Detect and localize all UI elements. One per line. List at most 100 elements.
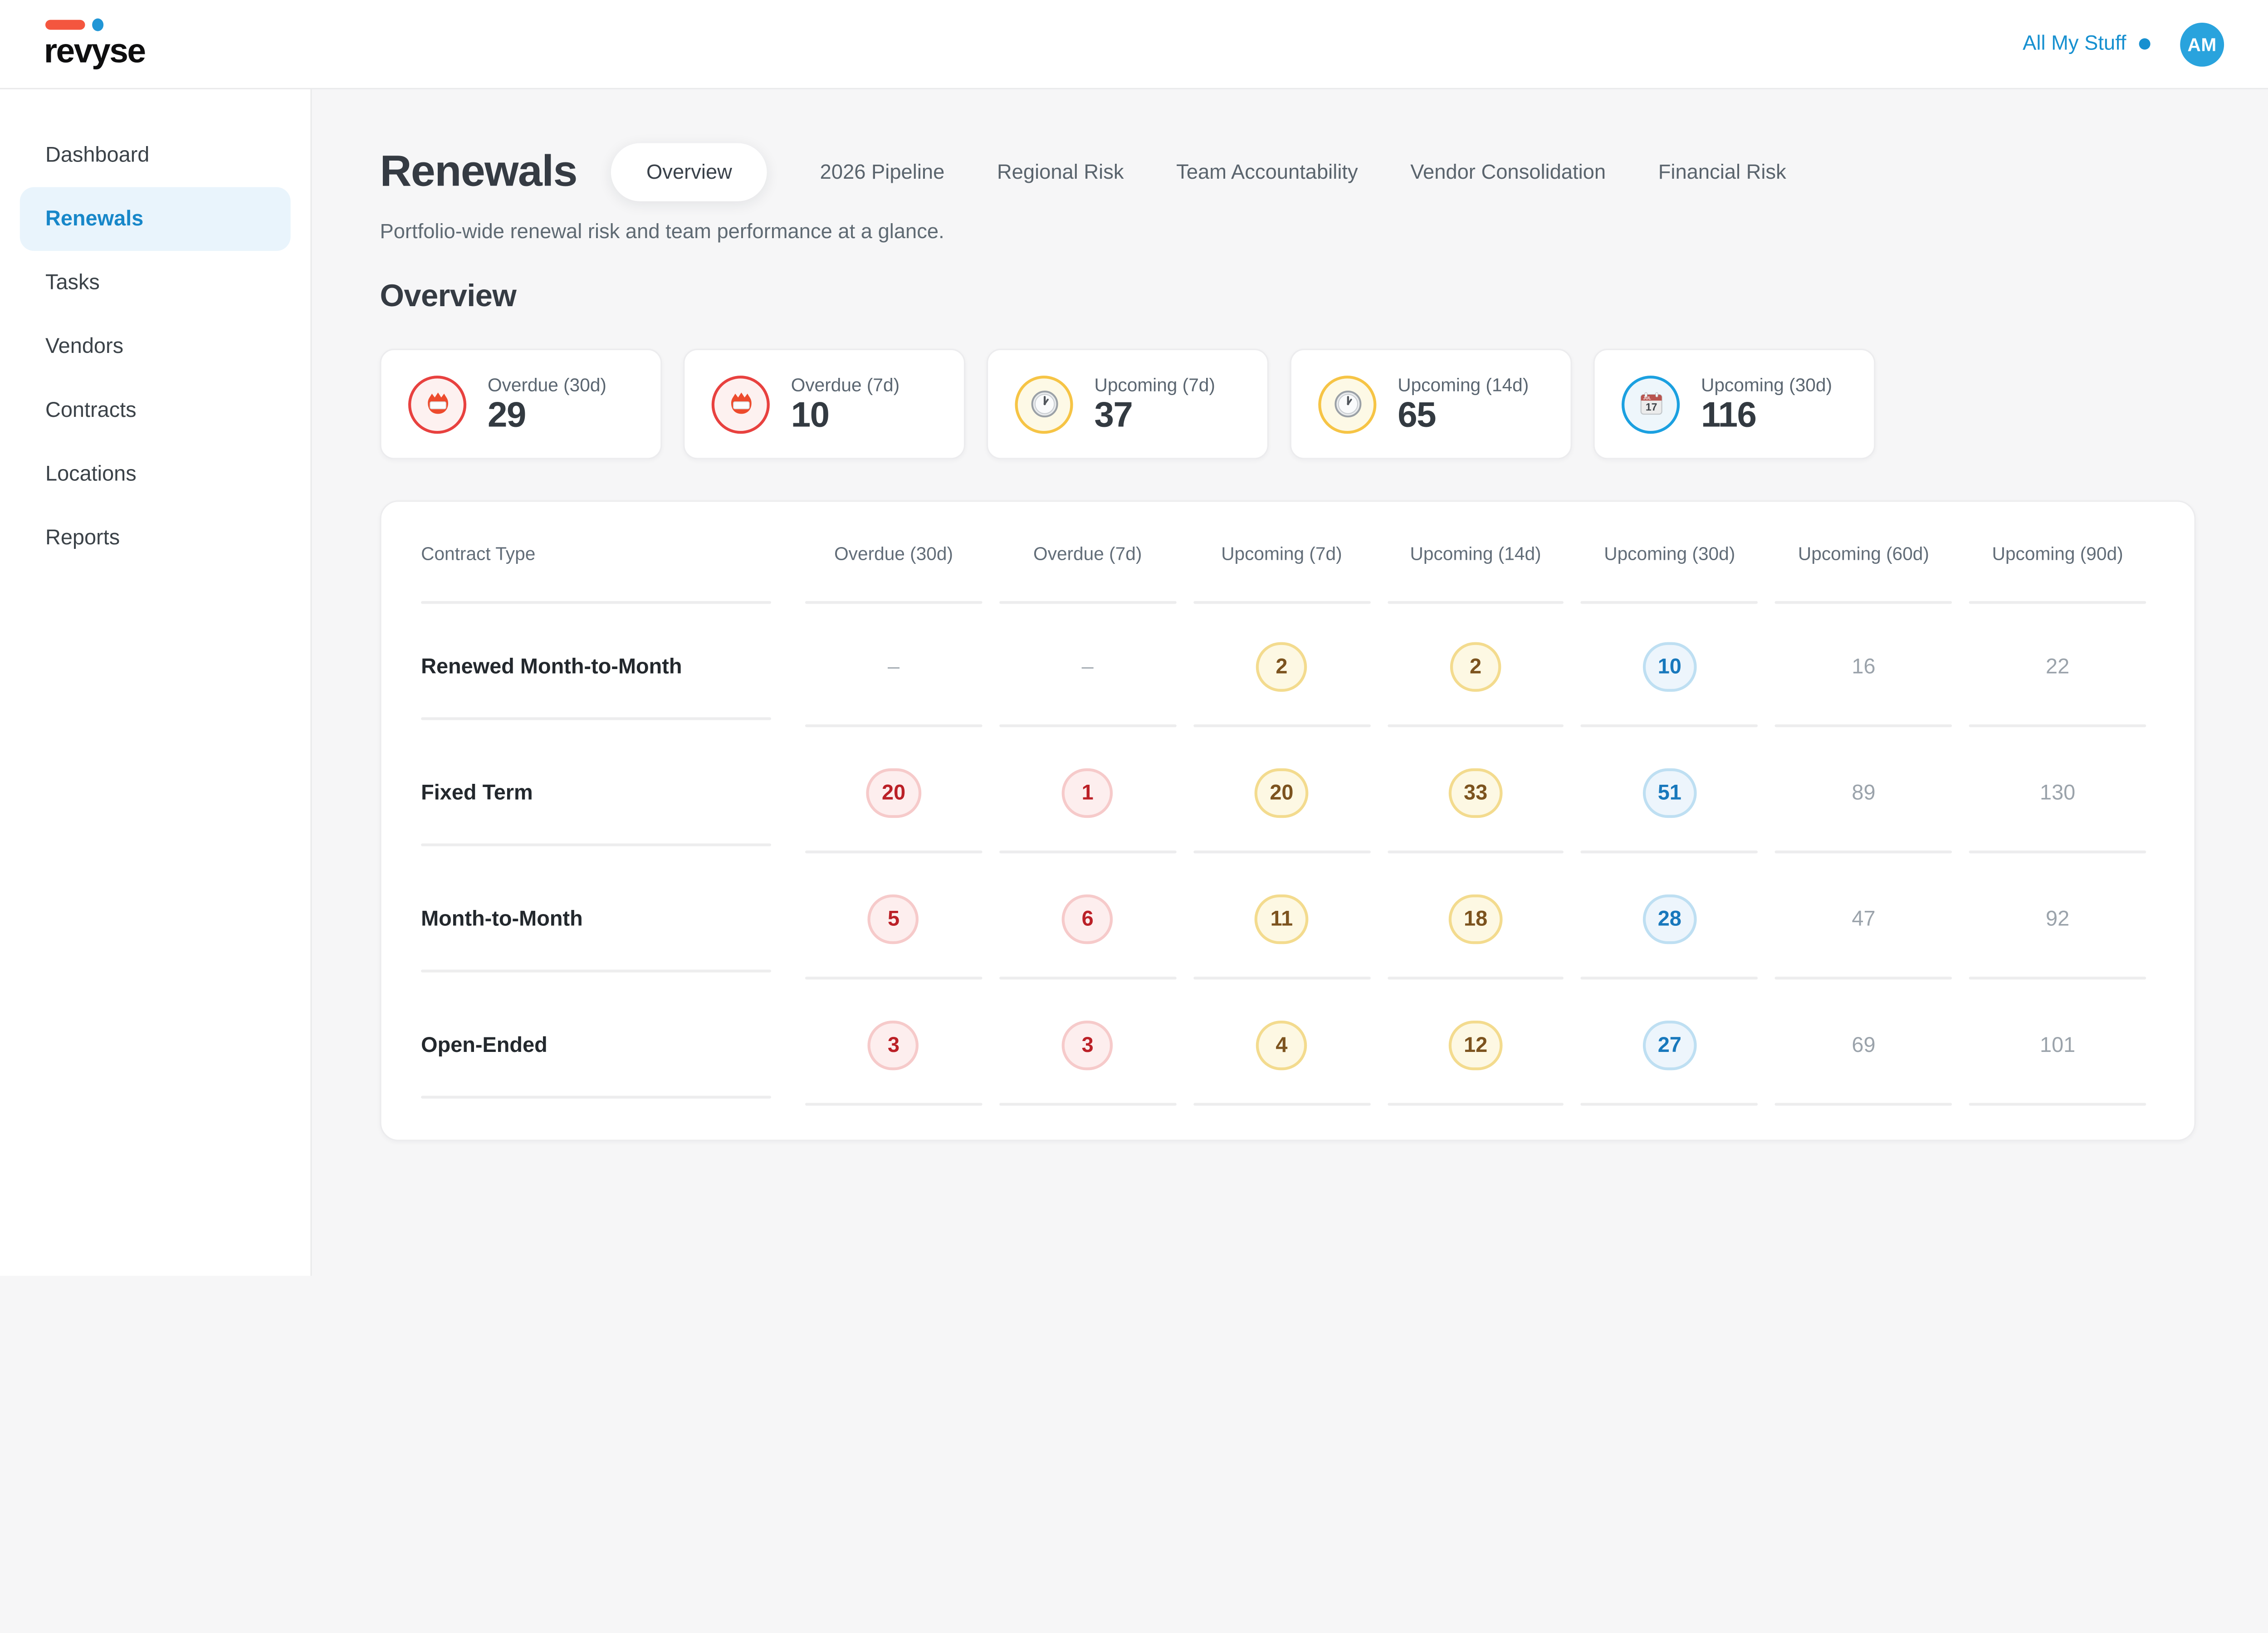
table-cell: –	[991, 604, 1185, 730]
count-badge[interactable]: 33	[1448, 768, 1503, 818]
row-label: Month-to-Month	[421, 856, 797, 983]
table-cell: 89	[1767, 730, 1961, 856]
topbar: revyse All My Stuff AM	[0, 0, 2268, 89]
section-heading: Overview	[380, 278, 517, 313]
page-title: Renewals	[380, 146, 578, 196]
name-badge-icon	[408, 375, 467, 433]
table-cell: 28	[1573, 856, 1767, 983]
count-badge[interactable]: 4	[1256, 1021, 1307, 1071]
context-label: All My Stuff	[2023, 32, 2126, 55]
logo-red-bar-icon	[45, 20, 85, 30]
table-cell: 22	[1960, 604, 2155, 730]
column-header-upcoming-7d: Upcoming (7d)	[1185, 502, 1379, 604]
column-header-upcoming-30d: Upcoming (30d)	[1573, 502, 1767, 604]
name-badge-icon	[711, 375, 770, 433]
renewals-table-card: Contract Type Overdue (30d) Overdue (7d) Up…	[380, 500, 2196, 1141]
tab-overview[interactable]: Overview	[611, 143, 768, 201]
tab-2026-pipeline[interactable]: 2026 Pipeline	[820, 161, 945, 184]
tab-financial-risk[interactable]: Financial Risk	[1658, 161, 1786, 184]
row-label: Renewed Month-to-Month	[421, 604, 797, 730]
count-badge[interactable]: 3	[1062, 1021, 1113, 1071]
table-cell: –	[797, 604, 991, 730]
stat-card-overdue-30d[interactable]: Overdue (30d) 29	[380, 348, 662, 460]
count-badge[interactable]: 12	[1448, 1021, 1503, 1071]
stat-card-upcoming-14d[interactable]: Upcoming (14d) 65	[1290, 348, 1572, 460]
count-badge[interactable]: 3	[868, 1021, 919, 1071]
count-badge[interactable]: 27	[1642, 1021, 1697, 1071]
table-cell: 3	[991, 983, 1185, 1109]
count-badge[interactable]: 5	[868, 894, 919, 944]
table-cell: 18	[1378, 856, 1573, 983]
table-row-renewed-month-to-month: Renewed Month-to-Month – –2 2 10 16 22	[421, 604, 2155, 730]
sidebar-item-contracts[interactable]: Contracts	[45, 398, 137, 423]
table-cell: 1	[991, 730, 1185, 856]
stat-text: Upcoming (7d) 37	[1095, 374, 1215, 434]
stat-value: 116	[1701, 395, 1757, 435]
cell-value: 47	[1852, 907, 1876, 932]
table-cell: 92	[1960, 856, 2155, 983]
row-label: Fixed Term	[421, 730, 797, 856]
logo-text: revyse	[44, 32, 146, 71]
brand-logo[interactable]: revyse	[44, 18, 146, 71]
stat-label: Overdue (7d)	[791, 374, 900, 396]
cell-value: 92	[2046, 907, 2070, 932]
empty-value: –	[1081, 655, 1094, 679]
cell-value: 101	[2040, 1033, 2076, 1058]
sidebar-item-dashboard[interactable]: Dashboard	[45, 143, 150, 167]
cell-value: 22	[2046, 655, 2070, 679]
avatar[interactable]: AM	[2180, 22, 2224, 66]
table-cell: 5	[797, 856, 991, 983]
sidebar-item-vendors[interactable]: Vendors	[45, 334, 124, 359]
count-badge[interactable]: 10	[1642, 642, 1697, 692]
stat-card-upcoming-30d[interactable]: JUL 17 Upcoming (30d) 116	[1593, 348, 1876, 460]
column-header-upcoming-60d: Upcoming (60d)	[1767, 502, 1961, 604]
table-cell: 33	[1378, 730, 1573, 856]
table-cell: 20	[1185, 730, 1379, 856]
count-badge[interactable]: 28	[1642, 894, 1697, 944]
table-cell: 69	[1767, 983, 1961, 1109]
table-row-month-to-month: Month-to-Month 5 6 11 18 28 47 92	[421, 856, 2155, 983]
count-badge[interactable]: 18	[1448, 894, 1503, 944]
context-switcher[interactable]: All My Stuff	[2023, 32, 2151, 55]
cell-value: 69	[1852, 1033, 1876, 1058]
count-badge[interactable]: 6	[1062, 894, 1113, 944]
count-badge[interactable]: 1	[1062, 768, 1113, 818]
sidebar-nav: Dashboard Renewals Tasks Vendors Contracts Lo…	[0, 89, 310, 570]
count-badge[interactable]: 20	[1254, 768, 1309, 818]
table-cell: 2	[1185, 604, 1379, 730]
main-content: Renewals Overview 2026 Pipeline Regional R…	[312, 89, 2268, 1276]
stat-label: Upcoming (30d)	[1701, 374, 1833, 396]
stats-row: Overdue (30d) 29 Overdue (7d) 10 Upcoming (7…	[380, 348, 2268, 460]
table-cell: 51	[1573, 730, 1767, 856]
table-cell: 11	[1185, 856, 1379, 983]
stat-text: Overdue (7d) 10	[791, 374, 899, 434]
stat-card-upcoming-7d[interactable]: Upcoming (7d) 37	[987, 348, 1269, 460]
tab-regional-risk[interactable]: Regional Risk	[997, 161, 1124, 184]
sidebar-item-tasks[interactable]: Tasks	[45, 270, 100, 295]
count-badge[interactable]: 20	[866, 768, 921, 818]
stat-value: 65	[1398, 395, 1436, 435]
sidebar-item-locations[interactable]: Locations	[45, 462, 137, 486]
stat-value: 10	[791, 395, 830, 435]
count-badge[interactable]: 51	[1642, 768, 1697, 818]
row-label: Open-Ended	[421, 983, 797, 1109]
sidebar-item-renewals[interactable]: Renewals	[20, 187, 291, 251]
count-badge[interactable]: 11	[1255, 894, 1309, 944]
column-header-upcoming-90d: Upcoming (90d)	[1960, 502, 2155, 604]
tab-team-accountability[interactable]: Team Accountability	[1176, 161, 1358, 184]
table-cell: 16	[1767, 604, 1961, 730]
stat-text: Upcoming (14d) 65	[1398, 374, 1529, 434]
count-badge[interactable]: 2	[1256, 642, 1307, 692]
svg-text:JUL: JUL	[1642, 396, 1651, 401]
count-badge[interactable]: 2	[1450, 642, 1501, 692]
tab-vendor-consolidation[interactable]: Vendor Consolidation	[1410, 161, 1606, 184]
stat-label: Overdue (30d)	[488, 374, 606, 396]
column-header-overdue-30d: Overdue (30d)	[797, 502, 991, 604]
calendar-icon: JUL 17	[1622, 375, 1680, 433]
table-header-row: Contract Type Overdue (30d) Overdue (7d) Up…	[421, 502, 2155, 604]
column-header-contract-type: Contract Type	[421, 502, 797, 604]
sidebar-item-reports[interactable]: Reports	[45, 526, 120, 550]
table-cell: 3	[797, 983, 991, 1109]
stat-card-overdue-7d[interactable]: Overdue (7d) 10	[683, 348, 966, 460]
table-row-open-ended: Open-Ended 3 3 4 12 27 69 101	[421, 983, 2155, 1109]
